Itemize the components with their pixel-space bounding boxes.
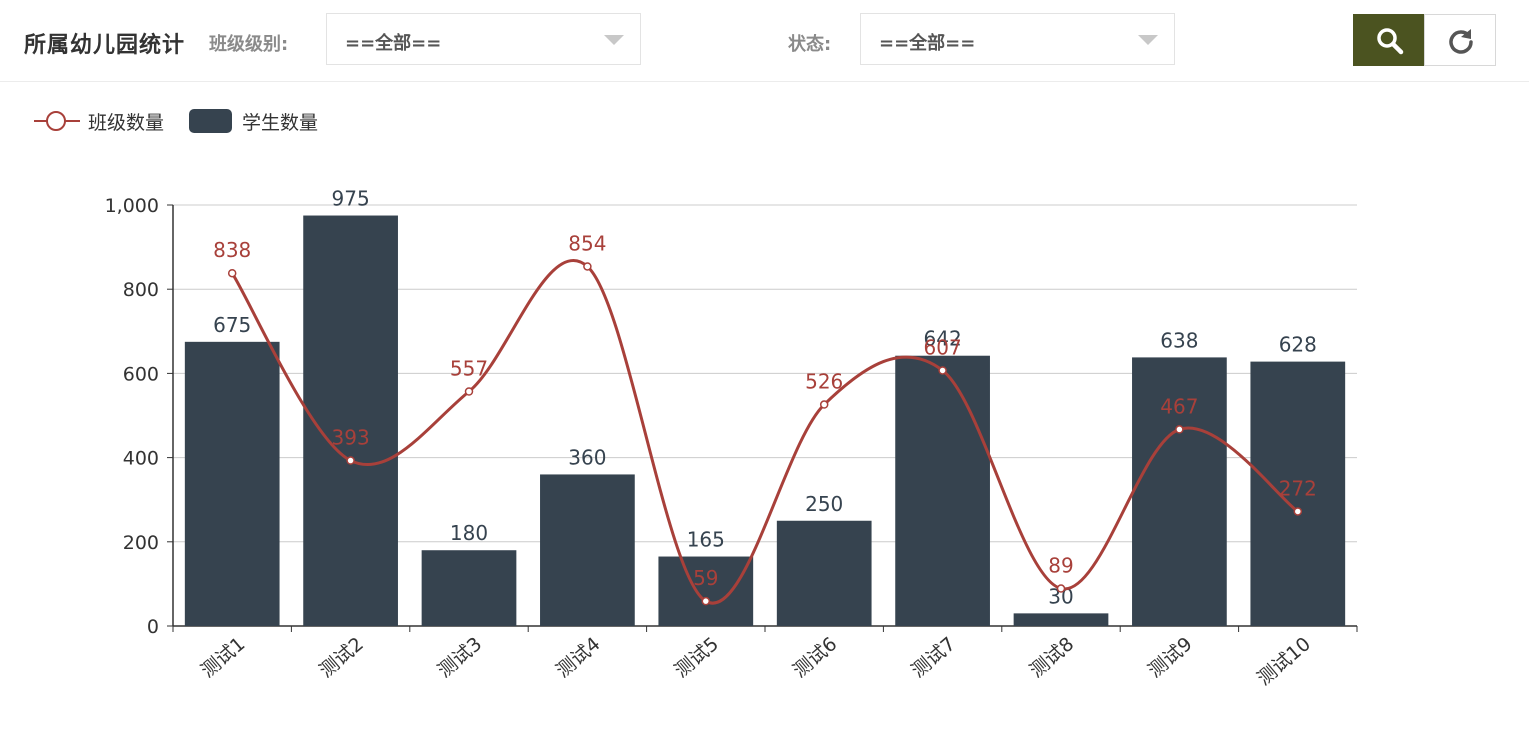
y-tick-label: 0 (147, 616, 159, 638)
bar (421, 550, 517, 626)
class-count-line (230, 259, 1299, 605)
x-tick-label: 测试5 (670, 633, 723, 682)
x-tick-label: 测试3 (434, 633, 487, 682)
line-data-label: 607 (924, 335, 962, 359)
x-tick-label: 测试7 (907, 633, 960, 682)
bar (658, 556, 754, 626)
line-point (938, 366, 947, 375)
line-data-label: 526 (805, 370, 843, 394)
legend-label-student-count: 学生数量 (242, 112, 319, 134)
line-point (1293, 507, 1303, 516)
line-point (701, 596, 711, 606)
bar-data-label: 675 (213, 313, 251, 337)
status-label: 状态: (788, 34, 832, 55)
bar (540, 474, 635, 626)
bar (1132, 357, 1227, 626)
legend-item-class-count[interactable]: 班级数量 (34, 105, 174, 135)
line-data-label: 393 (332, 426, 370, 450)
line-legend-icon (34, 111, 80, 131)
bar-data-label: 180 (450, 521, 488, 545)
bar-data-label: 165 (687, 528, 725, 552)
line-point (464, 387, 474, 396)
line-point (583, 262, 592, 271)
bar (1250, 361, 1346, 626)
line-point (346, 456, 355, 465)
filter-toolbar: 所属幼儿园统计 班级级别: ==全部== 状态: ==全部== (0, 0, 1529, 82)
y-tick-label: 800 (123, 279, 159, 301)
line-point (819, 400, 829, 409)
line-point (1056, 584, 1066, 593)
line-point (227, 268, 237, 278)
bar (895, 355, 990, 626)
search-button[interactable] (1353, 14, 1425, 66)
page-title: 所属幼儿园统计 (24, 33, 186, 58)
chevron-down-icon (1138, 35, 1158, 45)
bar-data-label: 360 (568, 445, 606, 469)
legend-label-class-count: 班级数量 (88, 112, 165, 134)
y-tick-label: 600 (123, 363, 159, 385)
chevron-down-icon (604, 35, 624, 45)
bar-data-label: 628 (1279, 333, 1317, 357)
refresh-icon (1449, 29, 1473, 54)
bar (184, 341, 280, 626)
bar-legend-icon (189, 109, 232, 133)
x-tick-label: 测试8 (1026, 633, 1079, 682)
class-level-value: ==全部== (345, 33, 442, 54)
x-tick-label: 测试2 (315, 633, 368, 682)
bar (303, 215, 398, 626)
line-data-label: 838 (213, 238, 251, 262)
y-tick-label: 1,000 (105, 195, 159, 217)
bar (1013, 613, 1109, 626)
x-tick-label: 测试1 (197, 633, 250, 682)
line-data-label: 59 (693, 566, 718, 590)
x-tick-label: 测试4 (552, 633, 605, 682)
x-tick-label: 测试6 (789, 633, 842, 682)
combo-chart: 0 200 400 600 800 1,000 测试1 测试2 测试3 测试4 测试5 测试6 测试7 测… (105, 187, 1358, 690)
line-data-label: 557 (450, 357, 488, 381)
bar-data-label: 642 (924, 327, 962, 351)
search-icon (1377, 28, 1404, 55)
y-tick-label: 400 (123, 448, 159, 470)
line-point (1175, 425, 1184, 434)
bar-data-label: 250 (805, 492, 843, 516)
bar-data-label: 975 (332, 187, 370, 211)
status-value: ==全部== (879, 33, 976, 54)
refresh-button[interactable] (1424, 14, 1496, 66)
legend-item-student-count[interactable]: 学生数量 (189, 105, 329, 135)
class-level-label: 班级级别: (209, 34, 289, 55)
class-level-select[interactable]: ==全部== (326, 13, 641, 65)
line-data-label: 854 (568, 231, 606, 255)
bar-data-label: 638 (1160, 328, 1198, 352)
x-tick-label: 测试10 (1253, 633, 1315, 690)
x-tick-label: 测试9 (1144, 633, 1197, 682)
status-select[interactable]: ==全部== (860, 13, 1175, 65)
bar (776, 520, 872, 626)
y-tick-label: 200 (123, 532, 159, 554)
line-data-label: 89 (1048, 554, 1073, 578)
line-data-label: 272 (1279, 476, 1317, 500)
line-data-label: 467 (1160, 394, 1198, 418)
